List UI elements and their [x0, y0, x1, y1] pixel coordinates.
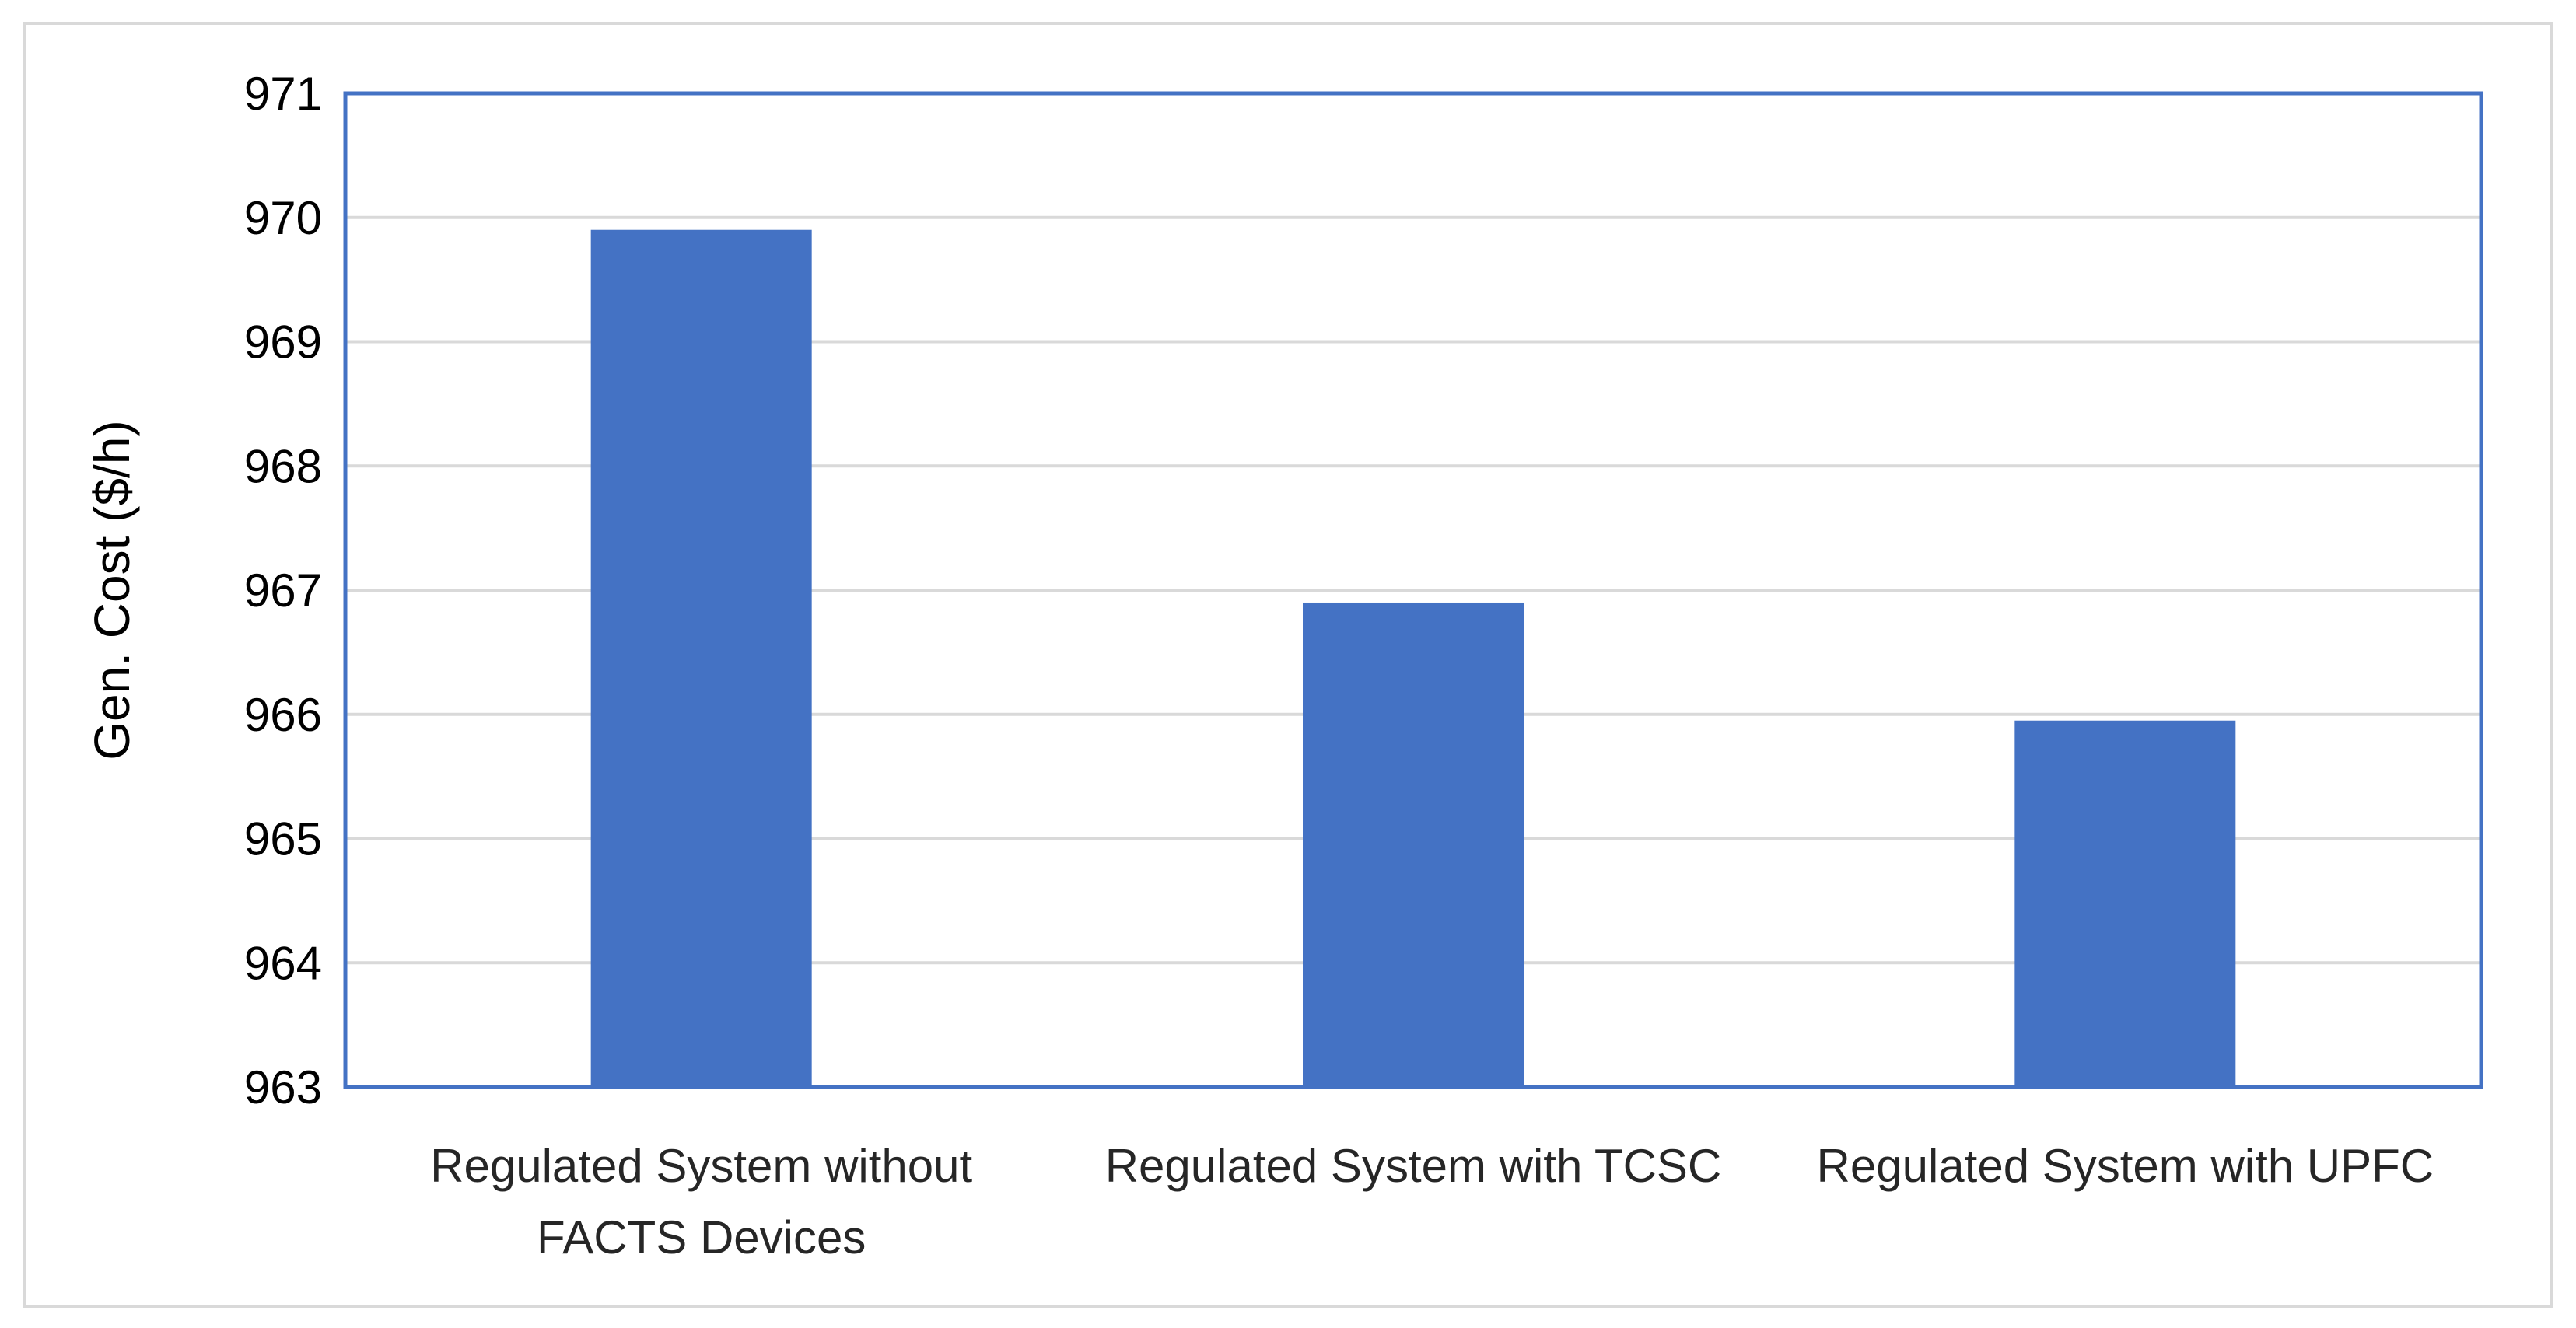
y-tick-label: 963 — [244, 1061, 322, 1113]
bar-1 — [590, 229, 812, 1088]
y-tick-label: 965 — [244, 813, 322, 865]
x-category-label: Regulated System without — [430, 1140, 972, 1192]
x-category-label: FACTS Devices — [537, 1211, 866, 1263]
x-category-label: Regulated System with TCSC — [1105, 1140, 1722, 1192]
y-axis-label: Gen. Cost ($/h) — [84, 420, 140, 760]
y-tick-label: 970 — [244, 192, 322, 244]
y-tick-label: 971 — [244, 68, 322, 120]
bars — [590, 229, 2236, 1088]
y-tick-label: 966 — [244, 689, 322, 741]
y-tick-label: 967 — [244, 564, 322, 617]
y-tick-label: 964 — [244, 937, 322, 989]
y-axis-tick-labels: 963 964 965 966 967 968 969 970 971 — [244, 68, 322, 1113]
bar-2 — [1303, 602, 1524, 1087]
x-axis-category-labels: Regulated System without FACTS Devices Reg… — [430, 1140, 2434, 1263]
plot-area-border — [343, 91, 2483, 1089]
y-tick-label: 968 — [244, 440, 322, 492]
x-category-label: Regulated System with UPFC — [1817, 1140, 2434, 1192]
y-tick-label: 969 — [244, 316, 322, 369]
bar-3 — [2014, 720, 2236, 1087]
chart-frame — [23, 22, 2553, 1308]
